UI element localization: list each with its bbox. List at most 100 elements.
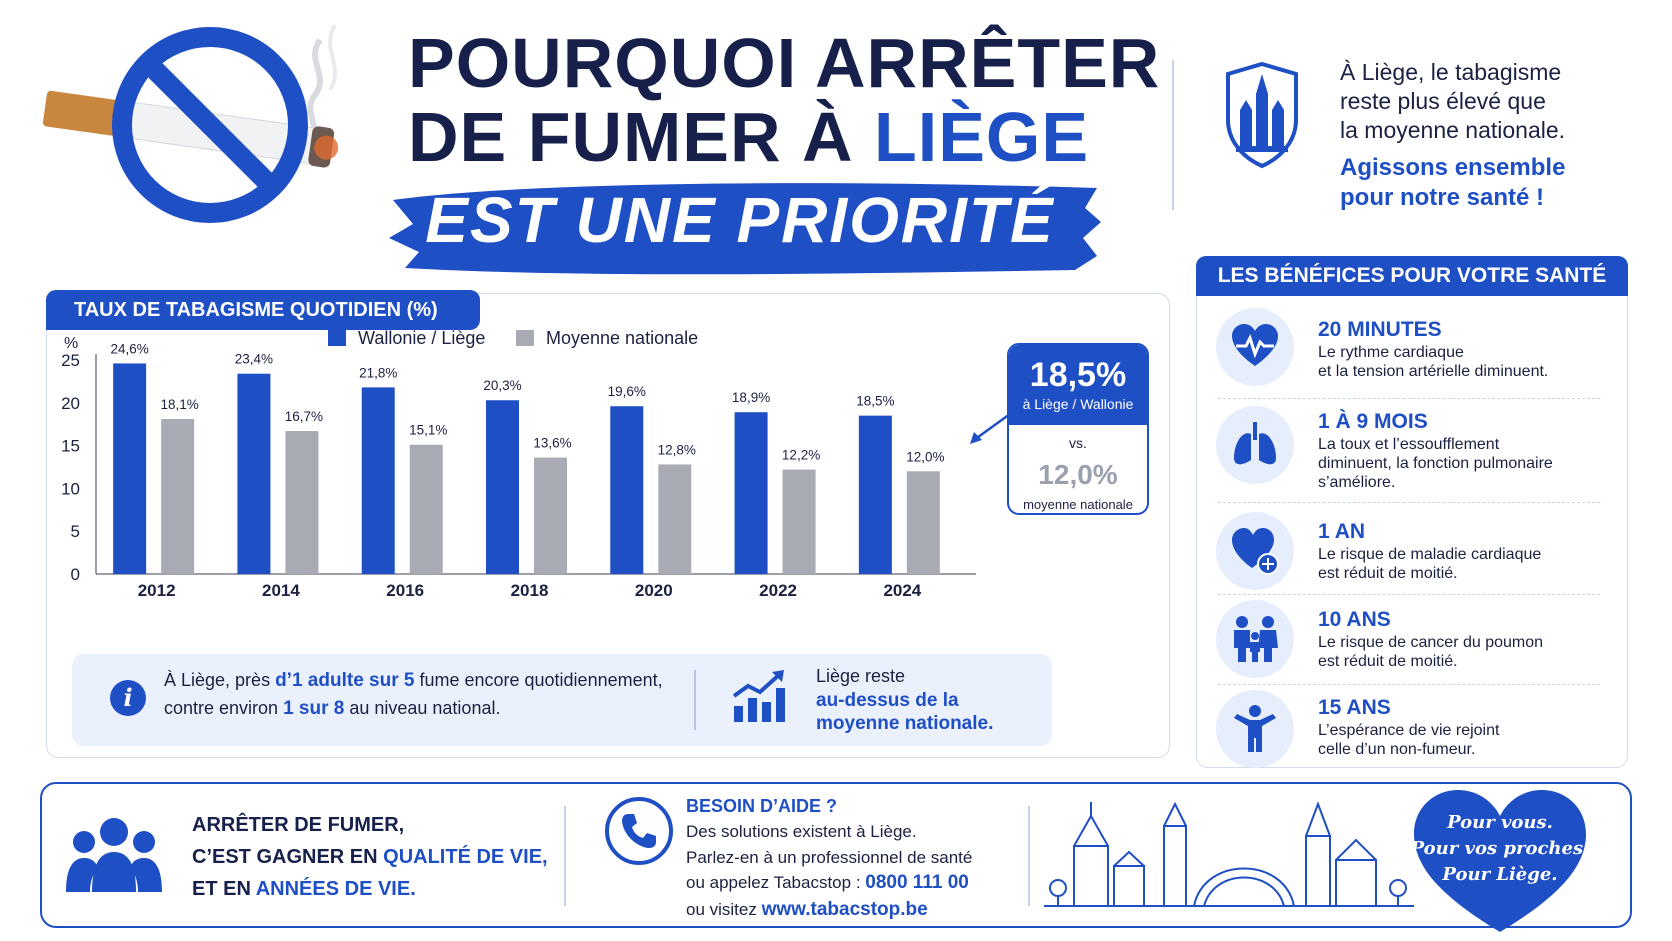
intro-cta2: pour notre santé ! [1340, 184, 1545, 211]
callout-arrow-icon [970, 412, 1011, 444]
help-line1: Des solutions existent à Liège. [686, 822, 917, 841]
benefit-text: est réduit de moitié. [1318, 653, 1458, 670]
benefit-text: et la tension artérielle diminuent. [1318, 363, 1549, 380]
page-title-line1: POURQUOI ARRÊTER [408, 24, 1161, 102]
callout-national-label: moyenne nationale [1023, 497, 1133, 512]
person-icon [1216, 690, 1294, 768]
smoking-rate-chart: % 0 5 10 15 20 25 Wallonie / Liège Moyenne natio… [61, 330, 976, 600]
bar-liege [610, 406, 644, 574]
family-icon [1216, 600, 1294, 678]
heart-badge-icon [1414, 790, 1586, 932]
legend-swatch [516, 330, 534, 346]
benefit-divider [1218, 594, 1600, 595]
data-label: 21,8% [359, 365, 397, 380]
x-tick-label: 2014 [262, 581, 300, 600]
trend-text2: au-dessus de la [816, 690, 959, 711]
benefit-text: diminuent, la fonction pulmonaire [1318, 455, 1553, 472]
benefit-text: s’améliore. [1318, 474, 1396, 491]
benefit-title: 1 AN [1318, 520, 1366, 543]
x-tick-label: 2012 [138, 581, 176, 600]
intro-line1: À Liège, le tabagisme [1340, 59, 1562, 85]
bar-liege [113, 363, 147, 574]
heart-line1: Pour vous. [1447, 812, 1553, 833]
callout-liege-label: à Liège / Wallonie [1022, 396, 1134, 412]
data-label: 12,8% [658, 442, 696, 457]
y-tick-label: 25 [61, 351, 80, 370]
intro-line3: la moyenne nationale. [1340, 117, 1566, 143]
bar-liege [361, 387, 395, 574]
x-tick-label: 2018 [511, 581, 549, 600]
data-label: 18,5% [856, 394, 894, 409]
page-subtitle: EST UNE PRIORITÉ [425, 184, 1055, 256]
benefit-text: La toux et l’essoufflement [1318, 436, 1500, 453]
data-label: 20,3% [483, 378, 521, 393]
liege-skyline-icon [1044, 801, 1414, 907]
info-icon: i [110, 680, 146, 716]
y-tick-label: 15 [61, 437, 80, 456]
heart-line2: Pour vos proches. [1410, 838, 1590, 859]
people-group-icon [66, 818, 162, 892]
info-line2: contre environ 1 sur 8 au niveau nationa… [164, 698, 500, 720]
data-label: 16,7% [285, 409, 323, 424]
comparison-callout: 18,5% à Liège / Wallonie vs. 12,0% moyen… [1007, 343, 1149, 515]
callout-header: 18,5% à Liège / Wallonie [1009, 345, 1147, 425]
header-divider [1172, 60, 1174, 210]
bar-national [782, 469, 816, 574]
data-label: 18,9% [732, 390, 770, 405]
title-text: DE FUMER À [408, 98, 874, 176]
y-tick-label: 10 [61, 479, 80, 498]
legend-label: Wallonie / Liège [358, 330, 485, 348]
y-tick-label: 5 [71, 522, 80, 541]
liege-shield-icon [1226, 61, 1298, 169]
benefit-text: celle d’un non-fumeur. [1318, 741, 1476, 758]
benefit-title: 15 ANS [1318, 696, 1391, 719]
x-tick-label: 2022 [759, 581, 797, 600]
phone-number-link[interactable]: 0800 111 00 [865, 872, 969, 893]
title-highlight: LIÈGE [874, 98, 1090, 176]
footer-line2: C’EST GAGNER EN QUALITÉ DE VIE, [192, 846, 548, 869]
page-title-line2: DE FUMER À LIÈGE [408, 102, 1089, 172]
benefit-text: Le risque de cancer du poumon [1318, 634, 1544, 651]
trend-text3: moyenne nationale. [816, 713, 994, 734]
bar-liege [486, 400, 519, 574]
bar-national [534, 457, 567, 574]
website-link[interactable]: www.tabacstop.be [761, 899, 928, 920]
bar-national [906, 471, 940, 574]
info-text: contre environ [164, 698, 284, 718]
bar-national [409, 444, 443, 574]
callout-national-value: 12,0% [1038, 459, 1118, 490]
benefit-text: Le risque de maladie cardiaque [1318, 546, 1542, 563]
footer-panel [40, 782, 1632, 928]
y-axis-label: % [64, 335, 78, 352]
x-tick-label: 2024 [883, 581, 921, 600]
footer-line3: ET EN ANNÉES DE VIE. [192, 878, 416, 901]
legend-label: Moyenne nationale [546, 330, 698, 348]
benefit-title: 20 MINUTES [1318, 318, 1442, 341]
info-text: au niveau national. [344, 698, 501, 718]
bar-national [658, 464, 692, 574]
info-highlight: d’1 adulte sur 5 [275, 670, 415, 691]
info-text: À Liège, près [164, 670, 276, 690]
bar-national [161, 419, 195, 574]
bar-liege [858, 415, 892, 574]
brush-stroke-banner [389, 183, 1101, 275]
data-label: 13,6% [533, 436, 571, 451]
trend-up-icon [732, 670, 785, 722]
x-tick-label: 2016 [386, 581, 424, 600]
info-highlight: 1 sur 8 [283, 698, 345, 719]
data-label: 12,0% [906, 449, 944, 464]
data-label: 19,6% [608, 384, 646, 399]
footer-text: C’EST GAGNER EN [192, 846, 384, 868]
help-line4: ou visitez www.tabacstop.be [686, 899, 928, 921]
benefit-divider [1218, 502, 1600, 503]
footer-highlight: ANNÉES DE VIE. [255, 878, 416, 900]
bar-liege [237, 373, 271, 574]
data-label: 15,1% [409, 423, 447, 438]
bar-liege [734, 412, 768, 574]
data-label: 12,2% [782, 448, 820, 463]
trend-text1: Liège reste [816, 666, 906, 686]
help-text: ou visitez [686, 900, 762, 919]
heart-plus-icon [1216, 512, 1294, 590]
intro-cta1: Agissons ensemble [1340, 154, 1566, 181]
y-tick-label: 20 [61, 394, 80, 413]
